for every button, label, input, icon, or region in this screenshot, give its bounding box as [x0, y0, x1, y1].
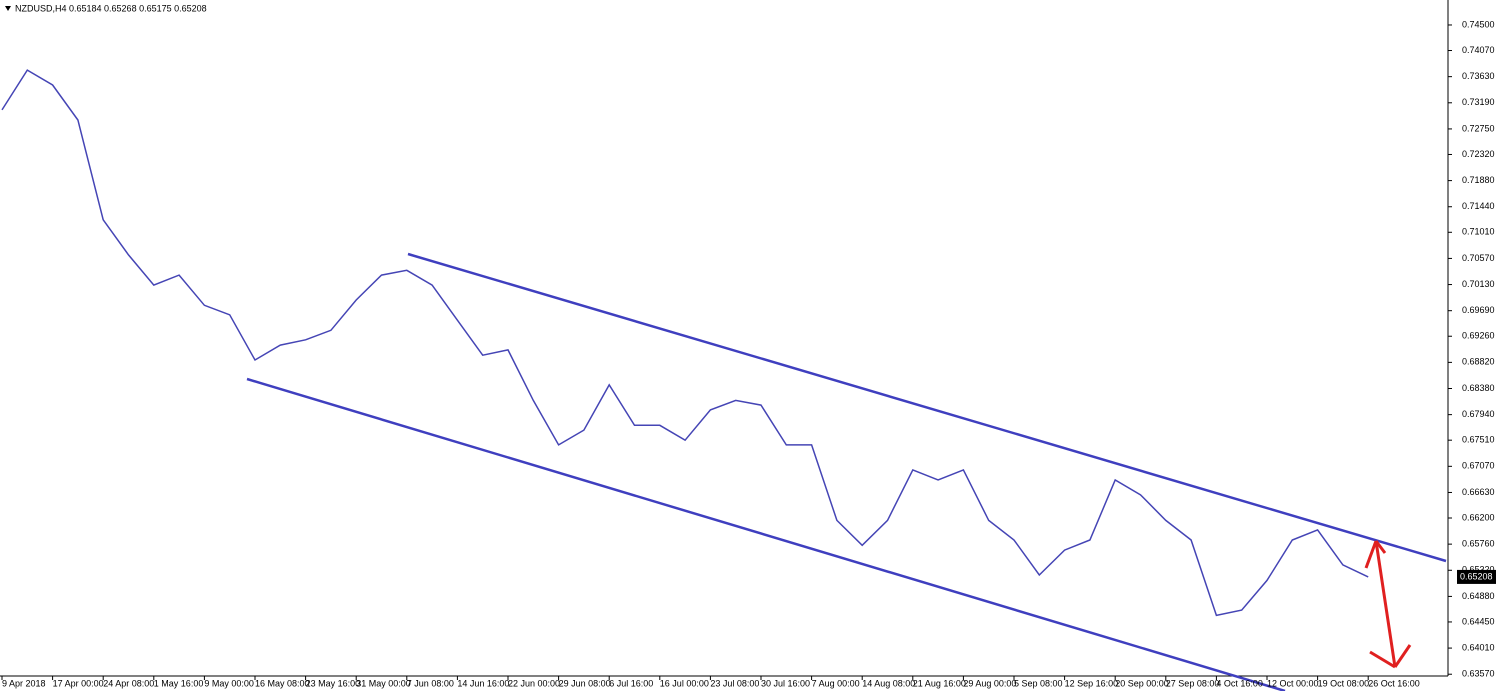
x-tick-label: 19 Oct 08:00	[1318, 678, 1370, 688]
y-tick-label: 0.68820	[1462, 357, 1495, 367]
x-tick-label: 29 Jun 08:00	[559, 678, 611, 688]
y-tick-label: 0.70570	[1462, 253, 1495, 263]
x-tick-label: 21 Aug 16:00	[913, 678, 966, 688]
x-tick-label: 17 Apr 00:00	[53, 678, 104, 688]
y-tick-label: 0.65760	[1462, 539, 1495, 549]
x-tick-label: 23 May 16:00	[306, 678, 361, 688]
channel-lower	[246, 377, 1286, 691]
y-tick-label: 0.64880	[1462, 591, 1495, 601]
y-tick-label: 0.71010	[1462, 227, 1495, 237]
x-tick-label: 29 Aug 00:00	[963, 678, 1016, 688]
price-label-box	[1457, 569, 1496, 584]
y-tick-label: 0.74070	[1462, 45, 1495, 55]
y-tick-label: 0.64010	[1462, 642, 1495, 652]
y-tick-label: 0.73630	[1462, 71, 1495, 81]
y-tick-label: 0.67940	[1462, 409, 1495, 419]
x-tick-label: 5 Sep 08:00	[1014, 678, 1063, 688]
x-tick-label: 26 Oct 16:00	[1368, 678, 1420, 688]
y-tick-label: 0.68380	[1462, 383, 1495, 393]
y-tick-label: 0.67070	[1462, 461, 1495, 471]
y-tick-label: 0.69690	[1462, 305, 1495, 315]
y-tick-label: 0.72320	[1462, 149, 1495, 159]
y-tick-label: 0.67510	[1462, 435, 1495, 445]
y-tick-label: 0.69260	[1462, 331, 1495, 341]
price-label: 0.65208	[1460, 571, 1493, 581]
x-tick-label: 14 Aug 08:00	[862, 678, 915, 688]
channel-upper	[407, 252, 1447, 563]
y-tick-label: 0.71440	[1462, 201, 1495, 211]
x-tick-label: 31 May 00:00	[356, 678, 411, 688]
x-tick-label: 14 Jun 16:00	[457, 678, 509, 688]
x-tick-label: 6 Jul 16:00	[609, 678, 653, 688]
x-tick-label: 7 Aug 00:00	[812, 678, 860, 688]
price-line	[1, 69, 1369, 617]
x-tick-label: 16 Jul 00:00	[660, 678, 709, 688]
x-tick-label: 16 May 08:00	[255, 678, 310, 688]
menu-triangle	[5, 6, 11, 11]
x-tick-label: 27 Sep 08:00	[1166, 678, 1220, 688]
y-tick-label: 0.63570	[1462, 669, 1495, 679]
x-tick-label: 30 Jul 16:00	[761, 678, 810, 688]
x-tick-label: 20 Sep 00:00	[1115, 678, 1169, 688]
arrow	[1364, 540, 1412, 669]
x-tick-label: 23 Jul 08:00	[710, 678, 759, 688]
y-tick-label: 0.66200	[1462, 512, 1495, 522]
x-tick-label: 4 Oct 16:00	[1216, 678, 1263, 688]
x-tick-label: 7 Jun 08:00	[407, 678, 454, 688]
y-tick-label: 0.70130	[1462, 279, 1495, 289]
y-tick-label: 0.74500	[1462, 19, 1495, 29]
x-tick-label: 22 Jun 00:00	[508, 678, 560, 688]
x-tick-label: 12 Sep 16:00	[1065, 678, 1119, 688]
x-tick-label: 1 May 16:00	[154, 678, 204, 688]
y-tick-label: 0.66630	[1462, 487, 1495, 497]
x-tick-label: 24 Apr 08:00	[103, 678, 154, 688]
y-tick-label: 0.65320	[1462, 565, 1495, 575]
y-tick-label: 0.72750	[1462, 123, 1495, 133]
x-tick-label: 9 May 00:00	[204, 678, 254, 688]
x-tick-label: 12 Oct 00:00	[1267, 678, 1319, 688]
y-tick-label: 0.71880	[1462, 175, 1495, 185]
y-tick-label: 0.73190	[1462, 97, 1495, 107]
y-tick-label: 0.64450	[1462, 616, 1495, 626]
x-tick-label: 9 Apr 2018	[2, 678, 46, 688]
chart-title: NZDUSD,H4 0.65184 0.65268 0.65175 0.6520…	[15, 3, 207, 13]
